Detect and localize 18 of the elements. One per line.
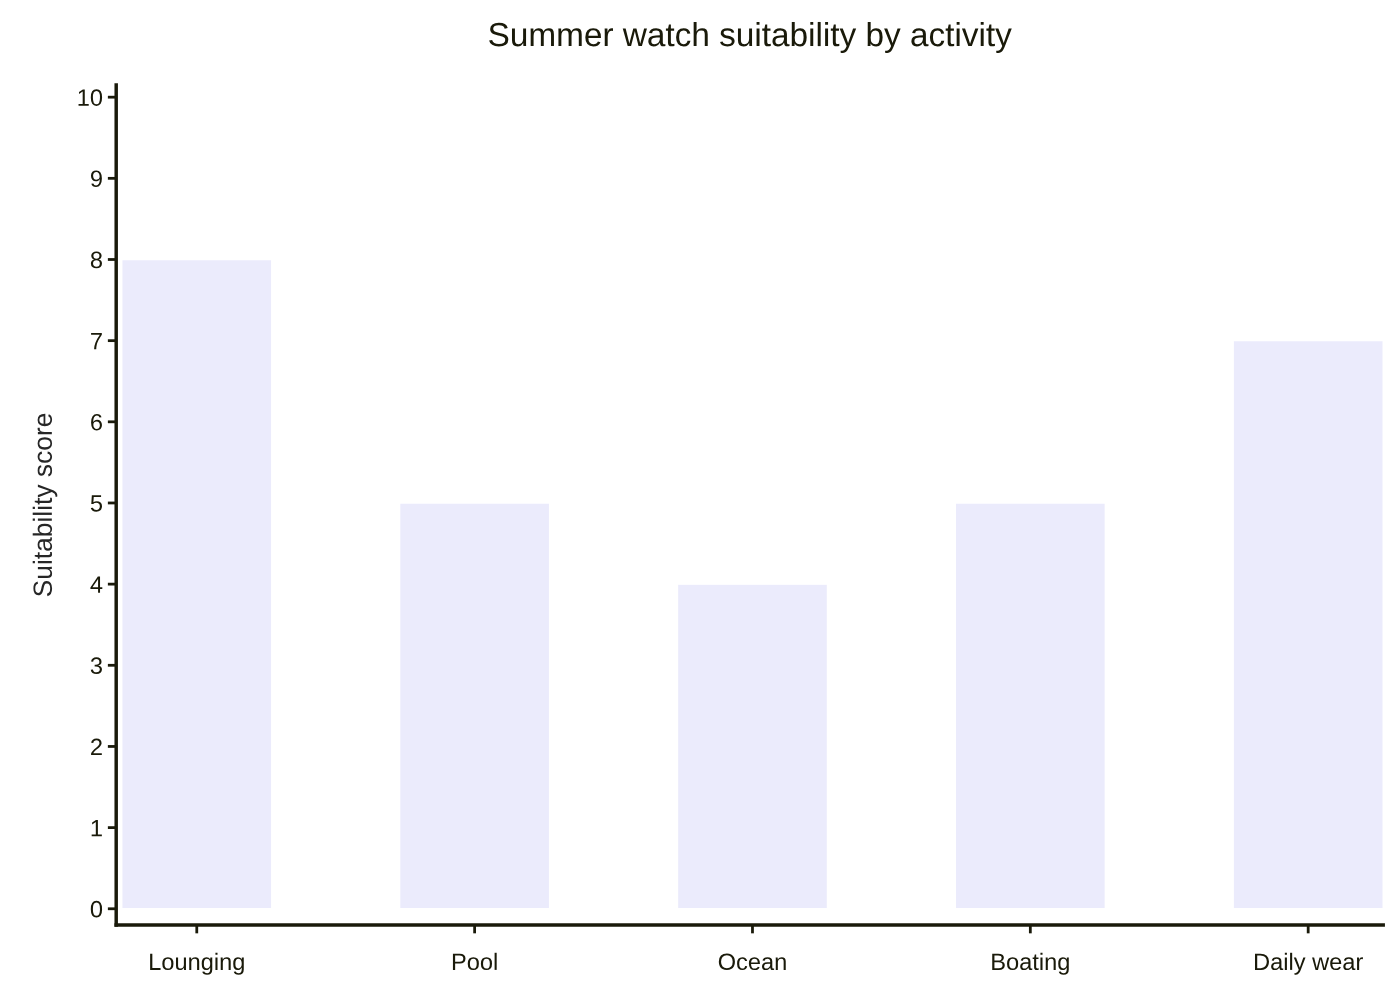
y-tick-label: 2 (91, 738, 102, 755)
y-tick-label: 3 (90, 657, 102, 675)
y-tick-label: 10 (78, 89, 103, 106)
y-tick-label: 9 (90, 170, 102, 188)
y-tick-label: 5 (90, 495, 103, 512)
x-tick-label: Daily wear (1255, 952, 1363, 975)
x-tick-label: Ocean (718, 953, 786, 971)
y-tick-label: 8 (90, 251, 102, 269)
x-tick-label: Pool (452, 952, 497, 971)
x-tick-label: Boating (992, 952, 1069, 975)
y-tick-label: 7 (91, 332, 102, 350)
x-tick-label: Lounging (150, 952, 244, 975)
y-tick-label: 1 (91, 819, 102, 837)
y-tick-label: 6 (91, 413, 102, 431)
chart-title: Summer watch suitability by activity (489, 21, 1012, 54)
y-tick-label: 0 (90, 900, 103, 918)
y-axis-title: Suitability score (32, 413, 58, 597)
y-tick-label: 4 (90, 576, 103, 593)
